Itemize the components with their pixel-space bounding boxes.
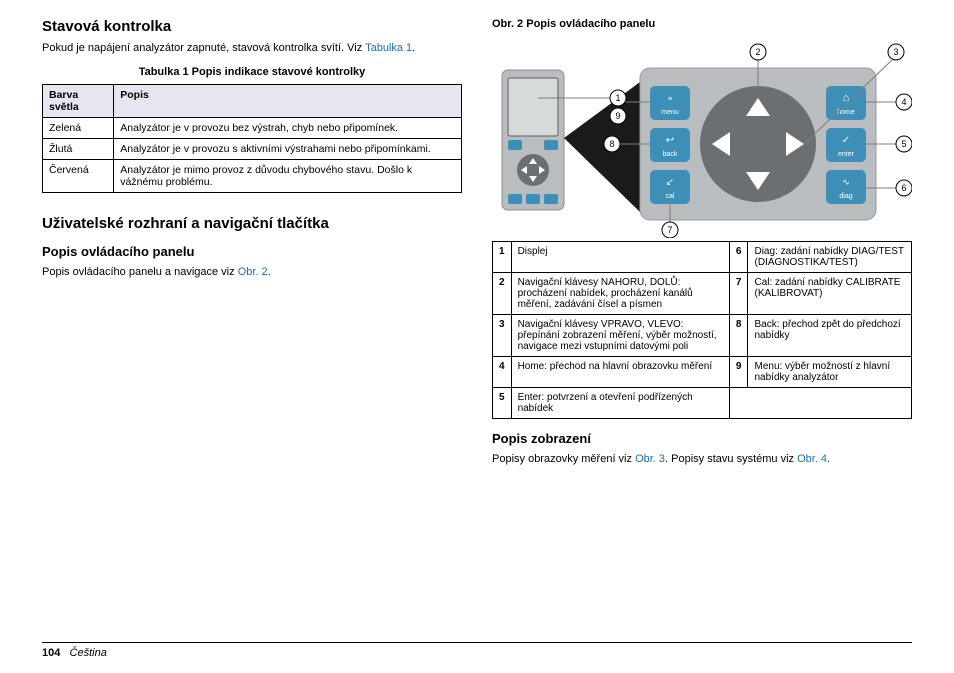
menu-icon: ≡ [668, 96, 672, 103]
table1-h0: Barva světla [43, 84, 114, 117]
cell: 2 [499, 277, 505, 288]
panel-text-a: Popis ovládacího panelu a navigace viz [42, 266, 238, 278]
status-paragraph: Pokud je napájení analyzátor zapnuté, st… [42, 41, 462, 56]
mini-br-button [544, 194, 558, 204]
table1-h1: Popis [114, 84, 462, 117]
callout-2: 2 [755, 47, 760, 57]
callout-9: 9 [615, 111, 620, 121]
table-row: ČervenáAnalyzátor je mimo provoz z důvod… [43, 159, 462, 192]
cell: Navigační klávesy VPRAVO, VLEVO: přepíná… [511, 315, 729, 357]
mini-menu-button [508, 140, 522, 150]
table-row: 1 Displej 6 Diag: zadání nabídky DIAG/TE… [493, 242, 912, 273]
cell: Diag: zadání nabídky DIAG/TEST (DIAGNOST… [748, 242, 912, 273]
link-fig4[interactable]: Obr. 4 [797, 453, 827, 465]
back-icon: ↩ [666, 135, 674, 146]
callout-5: 5 [901, 139, 906, 149]
panel-paragraph: Popis ovládacího panelu a navigace viz O… [42, 265, 462, 280]
link-table1[interactable]: Tabulka 1 [365, 42, 412, 54]
cell: 6 [736, 246, 742, 257]
table-row: 3 Navigační klávesy VPRAVO, VLEVO: přepí… [493, 315, 912, 357]
page-language: Čeština [70, 647, 107, 659]
cell: Žlutá [43, 138, 114, 159]
mini-bl-button [508, 194, 522, 204]
cell: 9 [736, 361, 742, 372]
device-screen [508, 78, 558, 136]
mini-bm-button [526, 194, 540, 204]
figure2-caption: Obr. 2 Popis ovládacího panelu [492, 18, 912, 30]
display-paragraph: Popisy obrazovky měření viz Obr. 3. Popi… [492, 452, 912, 467]
panel-text-b: . [268, 266, 271, 278]
cell: Back: přechod zpět do předchozí nabídky [748, 315, 912, 357]
page-footer: 104 Čeština [42, 642, 912, 659]
left-column: Stavová kontrolka Pokud je napájení anal… [42, 18, 462, 471]
table-row: 4 Home: přechod na hlavní obrazovku měře… [493, 357, 912, 388]
table-row: ZelenáAnalyzátor je v provozu bez výstra… [43, 117, 462, 138]
callout-7: 7 [667, 225, 672, 235]
cell: Home: přechod na hlavní obrazovku měření [511, 357, 729, 388]
cell: 8 [736, 319, 742, 330]
cell: Zelená [43, 117, 114, 138]
figure2-svg: ≡ menu ⌂ home ↩ back ✓ enter ↙ cal ∿ [492, 38, 912, 238]
table1-caption: Tabulka 1 Popis indikace stavové kontrol… [42, 66, 462, 78]
cell: 4 [499, 361, 505, 372]
cell-empty [729, 388, 911, 419]
cell: 5 [499, 392, 505, 403]
callout-8: 8 [609, 139, 614, 149]
cell: 7 [736, 277, 742, 288]
cell: Enter: potvrzení a otevření podřízených … [511, 388, 729, 419]
heading-status: Stavová kontrolka [42, 18, 462, 35]
page-number: 104 [42, 647, 60, 659]
diag-label: diag [839, 193, 852, 200]
cell: 1 [499, 246, 505, 257]
heading-ui: Uživatelské rozhraní a navigační tlačítk… [42, 215, 462, 232]
mini-home-button [544, 140, 558, 150]
status-text-a: Pokud je napájení analyzátor zapnuté, st… [42, 42, 365, 54]
heading-display: Popis zobrazení [492, 431, 912, 446]
cell: Displej [511, 242, 729, 273]
cell: Cal: zadání nabídky CALIBRATE (KALIBROVA… [748, 273, 912, 315]
disp-a: Popisy obrazovky měření viz [492, 453, 635, 465]
status-text-b: . [412, 42, 415, 54]
cell: Analyzátor je v provozu s aktivními výst… [114, 138, 462, 159]
callout-4: 4 [901, 97, 906, 107]
link-fig2[interactable]: Obr. 2 [238, 266, 268, 278]
disp-b: . Popisy stavu systému viz [665, 453, 797, 465]
cell: 3 [499, 319, 505, 330]
cal-label: cal [666, 193, 675, 200]
link-fig3[interactable]: Obr. 3 [635, 453, 665, 465]
cal-icon: ↙ [666, 177, 674, 188]
cell: Analyzátor je v provozu bez výstrah, chy… [114, 117, 462, 138]
callout-6: 6 [901, 183, 906, 193]
disp-c: . [827, 453, 830, 465]
cell: Červená [43, 159, 114, 192]
right-column: Obr. 2 Popis ovládacího panelu [492, 18, 912, 471]
diag-icon: ∿ [842, 177, 850, 187]
enter-label: enter [838, 151, 855, 158]
cell: Menu: výběr možností z hlavní nabídky an… [748, 357, 912, 388]
table-row: ŽlutáAnalyzátor je v provozu s aktivními… [43, 138, 462, 159]
table-row: 5 Enter: potvrzení a otevření podřízenýc… [493, 388, 912, 419]
table2: 1 Displej 6 Diag: zadání nabídky DIAG/TE… [492, 241, 912, 419]
cell: Analyzátor je mimo provoz z důvodu chybo… [114, 159, 462, 192]
enter-icon: ✓ [842, 135, 850, 146]
figure2: ≡ menu ⌂ home ↩ back ✓ enter ↙ cal ∿ [492, 38, 912, 241]
table1: Barva světla Popis ZelenáAnalyzátor je v… [42, 84, 462, 193]
callout-3: 3 [893, 47, 898, 57]
table-row: 2 Navigační klávesy NAHORU, DOLŮ: prochá… [493, 273, 912, 315]
back-label: back [663, 151, 678, 158]
heading-panel: Popis ovládacího panelu [42, 244, 462, 259]
cell: Navigační klávesy NAHORU, DOLŮ: procháze… [511, 273, 729, 315]
menu-label: menu [661, 109, 679, 116]
callout-1: 1 [615, 93, 620, 103]
